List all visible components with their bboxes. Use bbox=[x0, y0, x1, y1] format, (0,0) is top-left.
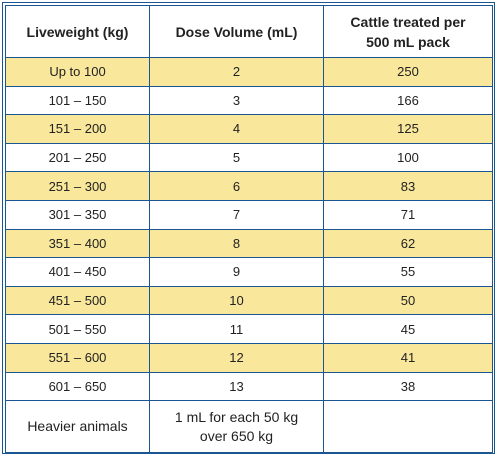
header-cattle-treated: Cattle treated per 500 mL pack bbox=[323, 5, 493, 58]
table-row: 451 – 500 10 50 bbox=[5, 285, 493, 316]
table-frame bbox=[2, 2, 495, 454]
header-liveweight: Liveweight (kg) bbox=[5, 5, 150, 58]
table-row: 601 – 650 13 38 bbox=[5, 371, 493, 402]
dose-cell: 3 bbox=[149, 85, 324, 116]
dose-cell: 5 bbox=[149, 142, 324, 173]
table-row: 301 – 350 7 71 bbox=[5, 199, 493, 230]
table-row: 101 – 150 3 166 bbox=[5, 85, 493, 116]
heavier-dose-line1: 1 mL for each 50 kg bbox=[174, 408, 299, 425]
cattle-cell: 38 bbox=[323, 371, 493, 402]
dosage-table: Liveweight (kg) Dose Volume (mL) Cattle … bbox=[5, 5, 493, 454]
liveweight-cell: Up to 100 bbox=[5, 57, 150, 87]
heavier-dose-cell: 1 mL for each 50 kg over 650 kg bbox=[149, 400, 324, 454]
liveweight-cell: 351 – 400 bbox=[5, 228, 150, 259]
header-cattle-treated-line2: 500 mL pack bbox=[366, 33, 450, 50]
dose-cell: 13 bbox=[149, 371, 324, 402]
table-row: 351 – 400 8 62 bbox=[5, 228, 493, 259]
cattle-cell: 62 bbox=[323, 228, 493, 259]
liveweight-cell: 601 – 650 bbox=[5, 371, 150, 402]
dose-cell: 6 bbox=[149, 171, 324, 201]
dose-cell: 11 bbox=[149, 314, 324, 344]
table-row: 151 – 200 4 125 bbox=[5, 114, 493, 144]
table-row: 501 – 550 11 45 bbox=[5, 314, 493, 344]
liveweight-cell: 451 – 500 bbox=[5, 285, 150, 316]
cattle-cell: 83 bbox=[323, 171, 493, 201]
heavier-dose-line2: over 650 kg bbox=[199, 427, 274, 444]
dose-cell: 12 bbox=[149, 342, 324, 373]
dose-cell: 10 bbox=[149, 285, 324, 316]
cattle-cell: 71 bbox=[323, 199, 493, 230]
cattle-cell: 125 bbox=[323, 114, 493, 144]
dose-cell: 7 bbox=[149, 199, 324, 230]
table-row: 251 – 300 6 83 bbox=[5, 171, 493, 201]
cattle-cell: 41 bbox=[323, 342, 493, 373]
liveweight-cell: 151 – 200 bbox=[5, 114, 150, 144]
dose-cell: 2 bbox=[149, 57, 324, 87]
header-cattle-treated-line1: Cattle treated per bbox=[350, 13, 466, 30]
liveweight-cell: 301 – 350 bbox=[5, 199, 150, 230]
footer-row: Heavier animals 1 mL for each 50 kg over… bbox=[5, 400, 493, 454]
cattle-cell: 100 bbox=[323, 142, 493, 173]
liveweight-cell: 401 – 450 bbox=[5, 257, 150, 287]
dose-cell: 8 bbox=[149, 228, 324, 259]
cattle-cell: 45 bbox=[323, 314, 493, 344]
table-row: 201 – 250 5 100 bbox=[5, 142, 493, 173]
table-row: 551 – 600 12 41 bbox=[5, 342, 493, 373]
liveweight-cell: 551 – 600 bbox=[5, 342, 150, 373]
cattle-cell: 250 bbox=[323, 57, 493, 87]
cattle-cell: 55 bbox=[323, 257, 493, 287]
liveweight-cell: 101 – 150 bbox=[5, 85, 150, 116]
cattle-cell: 166 bbox=[323, 85, 493, 116]
dose-cell: 4 bbox=[149, 114, 324, 144]
dose-cell: 9 bbox=[149, 257, 324, 287]
heavier-animals-cell: Heavier animals bbox=[5, 400, 150, 454]
table-row: 401 – 450 9 55 bbox=[5, 257, 493, 287]
liveweight-cell: 201 – 250 bbox=[5, 142, 150, 173]
header-dose-volume: Dose Volume (mL) bbox=[149, 5, 324, 58]
liveweight-cell: 501 – 550 bbox=[5, 314, 150, 344]
table-row: Up to 100 2 250 bbox=[5, 57, 493, 87]
heavier-cattle-cell bbox=[323, 400, 493, 454]
liveweight-cell: 251 – 300 bbox=[5, 171, 150, 201]
header-row: Liveweight (kg) Dose Volume (mL) Cattle … bbox=[5, 5, 493, 58]
cattle-cell: 50 bbox=[323, 285, 493, 316]
